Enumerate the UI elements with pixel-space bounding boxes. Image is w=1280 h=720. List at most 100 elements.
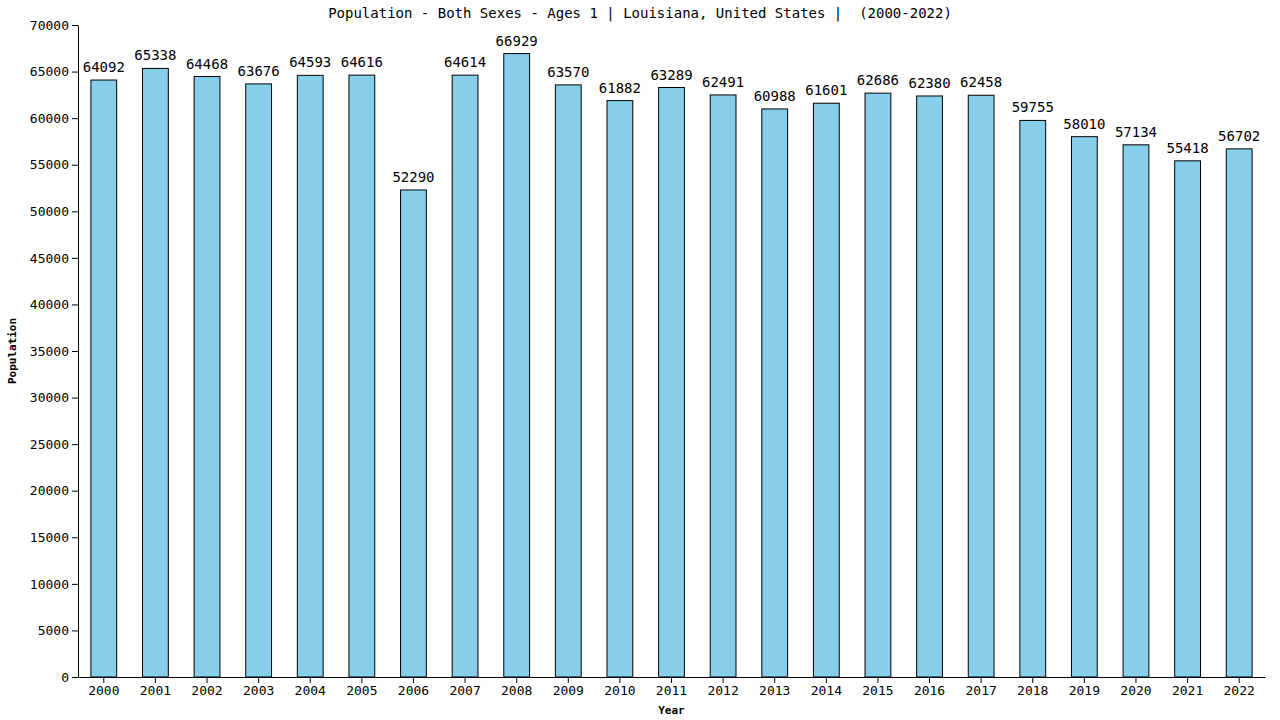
y-tick-label: 55000 (30, 157, 69, 172)
x-tick: 2004 (295, 677, 326, 698)
x-tick-label: 2000 (88, 683, 119, 698)
data-label: 63289 (650, 67, 692, 83)
x-tick-label: 2001 (140, 683, 171, 698)
y-tick-mark (72, 584, 78, 585)
x-tick: 2005 (346, 677, 377, 698)
x-tick-mark (413, 677, 414, 683)
x-tick: 2010 (604, 677, 635, 698)
y-tick-mark (72, 630, 78, 631)
data-label: 59755 (1012, 99, 1054, 115)
x-tick-label: 2014 (811, 683, 842, 698)
x-tick-mark (568, 677, 569, 683)
x-tick: 2014 (811, 677, 842, 698)
x-tick-label: 2010 (604, 683, 635, 698)
x-tick-label: 2009 (553, 683, 584, 698)
y-tick: 40000 (30, 297, 78, 312)
x-tick: 2016 (914, 677, 945, 698)
y-axis: 0 5000 10000 15000 20000 25000 30000 35000 40000… (30, 18, 79, 685)
x-tick-label: 2015 (862, 683, 893, 698)
y-tick-mark (72, 304, 78, 305)
y-tick-label: 70000 (30, 18, 69, 33)
x-tick-mark (310, 677, 311, 683)
y-tick: 10000 (30, 577, 78, 592)
x-tick: 2018 (1017, 677, 1048, 698)
x-tick: 2006 (398, 677, 429, 698)
data-label: 61882 (599, 80, 641, 96)
y-tick: 50000 (30, 204, 78, 219)
y-tick-label: 50000 (30, 204, 69, 219)
x-tick: 2002 (191, 677, 222, 698)
bar (401, 190, 427, 677)
x-axis: 2000200120022003200420052006200720082009… (79, 677, 1266, 698)
x-tick-label: 2022 (1224, 683, 1255, 698)
bar (194, 77, 220, 677)
x-tick-label: 2006 (398, 683, 429, 698)
y-tick: 5000 (38, 623, 78, 638)
y-tick-mark (72, 72, 78, 73)
y-tick-mark (72, 258, 78, 259)
data-label: 63676 (238, 63, 280, 79)
y-tick-mark (72, 444, 78, 445)
y-tick-mark (72, 537, 78, 538)
y-tick-label: 40000 (30, 297, 69, 312)
data-label: 56702 (1218, 128, 1260, 144)
data-label: 62686 (857, 72, 899, 88)
bar (607, 101, 633, 677)
y-tick: 55000 (30, 157, 78, 172)
bars (91, 54, 1252, 677)
x-tick: 2021 (1172, 677, 1203, 698)
x-tick: 2007 (449, 677, 480, 698)
x-tick-label: 2007 (449, 683, 480, 698)
x-tick-mark (1032, 677, 1033, 683)
data-label: 61601 (805, 82, 847, 98)
y-tick-mark (72, 211, 78, 212)
x-tick-mark (465, 677, 466, 683)
y-tick-mark (72, 491, 78, 492)
data-label: 62380 (908, 75, 950, 91)
y-tick: 35000 (30, 344, 78, 359)
x-tick-mark (1187, 677, 1188, 683)
x-tick-mark (619, 677, 620, 683)
x-tick-label: 2013 (759, 683, 790, 698)
bar (968, 95, 994, 677)
data-label: 62458 (960, 74, 1002, 90)
bar (246, 84, 272, 677)
x-tick-label: 2003 (243, 683, 274, 698)
x-tick-label: 2016 (914, 683, 945, 698)
x-tick-mark (929, 677, 930, 683)
y-tick: 65000 (30, 64, 78, 79)
x-tick-mark (1239, 677, 1240, 683)
y-tick: 15000 (30, 530, 78, 545)
bar (813, 103, 839, 677)
x-tick-label: 2021 (1172, 683, 1203, 698)
data-label: 57134 (1115, 124, 1157, 140)
y-tick: 30000 (30, 390, 78, 405)
x-tick: 2017 (965, 677, 996, 698)
y-tick-label: 45000 (30, 251, 69, 266)
x-tick: 2000 (88, 677, 119, 698)
y-tick-label: 60000 (30, 111, 69, 126)
y-tick: 25000 (30, 437, 78, 452)
x-tick: 2003 (243, 677, 274, 698)
x-tick-label: 2002 (191, 683, 222, 698)
x-tick: 2012 (707, 677, 738, 698)
x-tick-mark (207, 677, 208, 683)
x-tick-label: 2012 (707, 683, 738, 698)
x-tick-label: 2005 (346, 683, 377, 698)
bar (710, 95, 736, 677)
data-label: 58010 (1063, 116, 1105, 132)
chart: 6409265338644686367664593646165229064614… (0, 0, 1280, 720)
x-tick-mark (774, 677, 775, 683)
y-tick-label: 0 (61, 670, 69, 685)
data-label: 64092 (83, 59, 125, 75)
x-tick-label: 2017 (965, 683, 996, 698)
bar (349, 75, 375, 677)
x-tick: 2011 (656, 677, 687, 698)
data-label: 55418 (1167, 140, 1209, 156)
data-label: 64614 (444, 54, 486, 70)
y-tick: 0 (61, 670, 78, 685)
bar (555, 85, 581, 677)
y-tick: 20000 (30, 483, 78, 498)
y-tick-label: 25000 (30, 437, 69, 452)
bar (865, 93, 891, 677)
